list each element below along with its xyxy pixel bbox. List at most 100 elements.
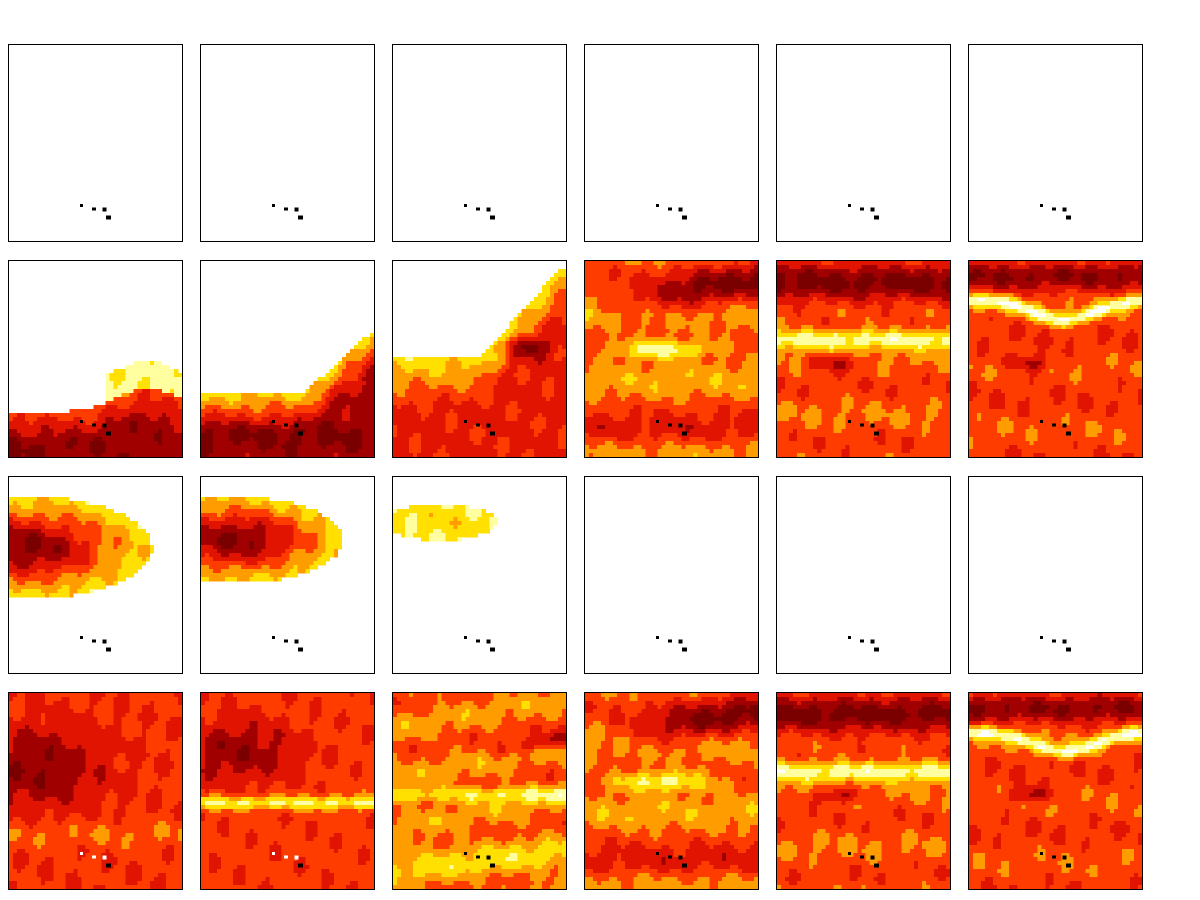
- heatmap-cell: [593, 453, 598, 457]
- heatmap-cell: [673, 261, 678, 266]
- heatmap-cell: [697, 293, 702, 298]
- heatmap-cell: [113, 429, 118, 434]
- heatmap-cell: [333, 389, 339, 394]
- heatmap-cell: [361, 425, 367, 430]
- heatmap-cell: [677, 297, 682, 302]
- heatmap-cell: [297, 429, 302, 434]
- heatmap-cell: [285, 433, 290, 438]
- heatmap-cell: [137, 449, 143, 454]
- heatmap-cell: [609, 449, 614, 454]
- heatmap-cell: [425, 437, 430, 442]
- heatmap-cell: [421, 417, 426, 422]
- heatmap-cell: [429, 373, 434, 378]
- heatmap-cell: [489, 417, 494, 422]
- heatmap-cell: [661, 301, 666, 306]
- heatmap-cell: [505, 341, 510, 346]
- heatmap-cell: [613, 453, 618, 457]
- heatmap-cell: [729, 345, 735, 350]
- heatmap-cell: [689, 337, 694, 342]
- heatmap-cell: [717, 273, 723, 278]
- heatmap-cell: [513, 333, 519, 338]
- heatmap-cell: [305, 421, 310, 426]
- heatmap-cell: [589, 301, 594, 306]
- heatmap-cell: [621, 329, 626, 334]
- heatmap-cell: [121, 385, 126, 390]
- heatmap-cell: [213, 425, 218, 430]
- heatmap-cell: [249, 425, 254, 430]
- heatmap-cell: [713, 309, 719, 314]
- heatmap-cell: [725, 265, 731, 270]
- heatmap-cell: [561, 433, 566, 438]
- heatmap-cell: [753, 389, 758, 394]
- heatmap-cell: [237, 453, 242, 457]
- heatmap-cell: [625, 269, 630, 274]
- heatmap-cell: [309, 453, 314, 457]
- heatmap-cell: [721, 301, 727, 306]
- heatmap-cell: [621, 417, 626, 422]
- heatmap-cell: [641, 269, 646, 274]
- heatmap-cell: [113, 389, 118, 394]
- heatmap-cell: [297, 445, 302, 450]
- heatmap-cell: [233, 445, 238, 450]
- heatmap-cell: [161, 393, 167, 398]
- heatmap-cell: [453, 433, 458, 438]
- heatmap-cell: [621, 433, 626, 438]
- heatmap-cell: [721, 393, 727, 398]
- heatmap-cell: [97, 425, 102, 430]
- heatmap-cell: [649, 449, 654, 454]
- heatmap-cell: [589, 361, 594, 366]
- heatmap-cell: [541, 385, 547, 390]
- heatmap-cell: [553, 289, 559, 294]
- heatmap-cell: [341, 417, 347, 422]
- heatmap-cell: [105, 453, 110, 457]
- heatmap-cell: [133, 449, 139, 454]
- heatmap-cell: [365, 429, 371, 434]
- heatmap-cell: [477, 437, 482, 442]
- heatmap-cell: [213, 417, 218, 422]
- heatmap-cell: [729, 273, 735, 278]
- heatmap-cell: [641, 425, 646, 430]
- heatmap-cell: [413, 433, 418, 438]
- heatmap-cell: [561, 401, 566, 406]
- heatmap-cell: [685, 357, 690, 362]
- heatmap-cell: [541, 449, 547, 454]
- heatmap-cell: [697, 285, 702, 290]
- heatmap-cell: [285, 441, 290, 446]
- heatmap-cell: [53, 417, 58, 422]
- heatmap-cell: [73, 429, 78, 434]
- heatmap-cell: [629, 281, 634, 286]
- heatmap-cell: [693, 429, 698, 434]
- heatmap-cell: [657, 389, 662, 394]
- heatmap-cell: [681, 281, 686, 286]
- heatmap-cell: [557, 345, 563, 350]
- heatmap-cell: [361, 385, 367, 390]
- heatmap-cell: [505, 357, 510, 362]
- heatmap-cell: [413, 381, 418, 386]
- heatmap-cell: [125, 453, 130, 457]
- heatmap-cell: [657, 381, 662, 386]
- heatmap-cell: [665, 285, 670, 290]
- heatmap-cell: [353, 373, 359, 378]
- heatmap-cell: [329, 373, 335, 378]
- heatmap-cell: [561, 325, 566, 330]
- heatmap-cell: [649, 433, 654, 438]
- heatmap-cell: [481, 445, 486, 450]
- heatmap-cell: [429, 369, 434, 374]
- heatmap-cell: [745, 417, 751, 422]
- heatmap-cell: [517, 357, 523, 362]
- heatmap-cell: [33, 433, 38, 438]
- heatmap-cell: [337, 377, 343, 382]
- heatmap-cell: [325, 421, 331, 426]
- heatmap-cell: [233, 421, 238, 426]
- heatmap-cell: [737, 361, 743, 366]
- heatmap-cell: [149, 453, 155, 457]
- heatmap-cell: [509, 361, 514, 366]
- heatmap-cell: [421, 433, 426, 438]
- heatmap-cell: [545, 293, 551, 298]
- heatmap-cell: [225, 437, 230, 442]
- heatmap-cell: [273, 413, 278, 418]
- heatmap-cell: [737, 321, 743, 326]
- heatmap-cell: [517, 453, 523, 457]
- heatmap-cell: [177, 389, 182, 394]
- heatmap-cell: [333, 441, 339, 446]
